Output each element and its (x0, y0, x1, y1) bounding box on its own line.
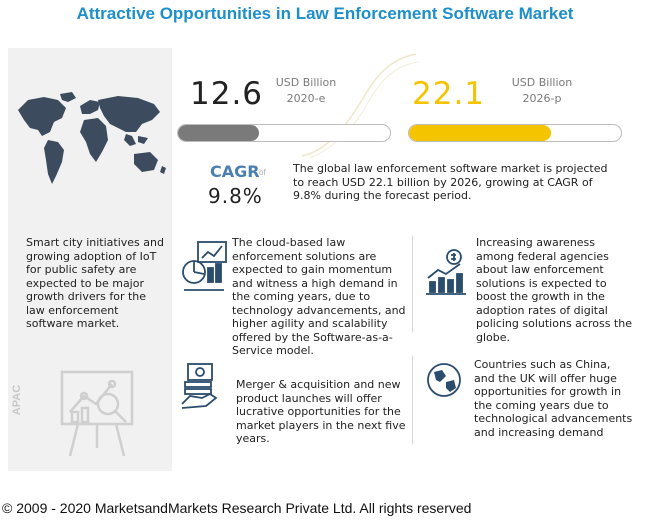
bar-2026-track (408, 124, 622, 142)
copyright-footer: © 2009 - 2020 MarketsandMarkets Research… (2, 500, 472, 516)
presentation-icon (58, 368, 138, 460)
divider-top (412, 236, 413, 332)
point-4-text: Countries such as China, and the UK will… (474, 358, 633, 439)
kpi-2020-value: 12.6 (190, 76, 264, 112)
globe-icon (424, 360, 464, 400)
bar-2020-track (177, 124, 391, 142)
summary-text: The global law enforcement software mark… (293, 162, 608, 202)
page-title: Attractive Opportunities in Law Enforcem… (76, 4, 574, 23)
cagr-value: 9.8% (208, 184, 263, 208)
left-note: Smart city initiatives and growing adopt… (26, 236, 164, 330)
kpi-2026-year: 2026-p (522, 92, 562, 105)
bar-2026 (409, 125, 551, 141)
point-2-text: Increasing awareness among federal agenc… (476, 236, 632, 344)
kpi-2026-unit: USD Billion (511, 76, 573, 89)
cagr-of: of (259, 168, 266, 177)
main-panel (172, 48, 644, 471)
point-3-text: Merger & acquisition and new product lau… (236, 378, 406, 445)
world-map-icon (14, 88, 168, 198)
kpi-2026-value: 22.1 (412, 76, 486, 112)
divider-bottom (412, 356, 413, 444)
money-hand-icon (180, 360, 220, 410)
bar-2020 (178, 125, 259, 141)
apac-label: APAC (11, 384, 23, 416)
point-1-text: The cloud-based law enforcement solution… (232, 236, 406, 357)
trend-curve-icon (300, 50, 420, 160)
cagr-label: CAGR (210, 162, 260, 181)
apac-label-wrap: APAC (8, 378, 23, 428)
analytics-icon (180, 238, 228, 294)
growth-chart-icon (424, 248, 468, 296)
kpi-2020-unit: USD Billion (275, 76, 337, 89)
kpi-2020-year: 2020-e (286, 92, 326, 105)
